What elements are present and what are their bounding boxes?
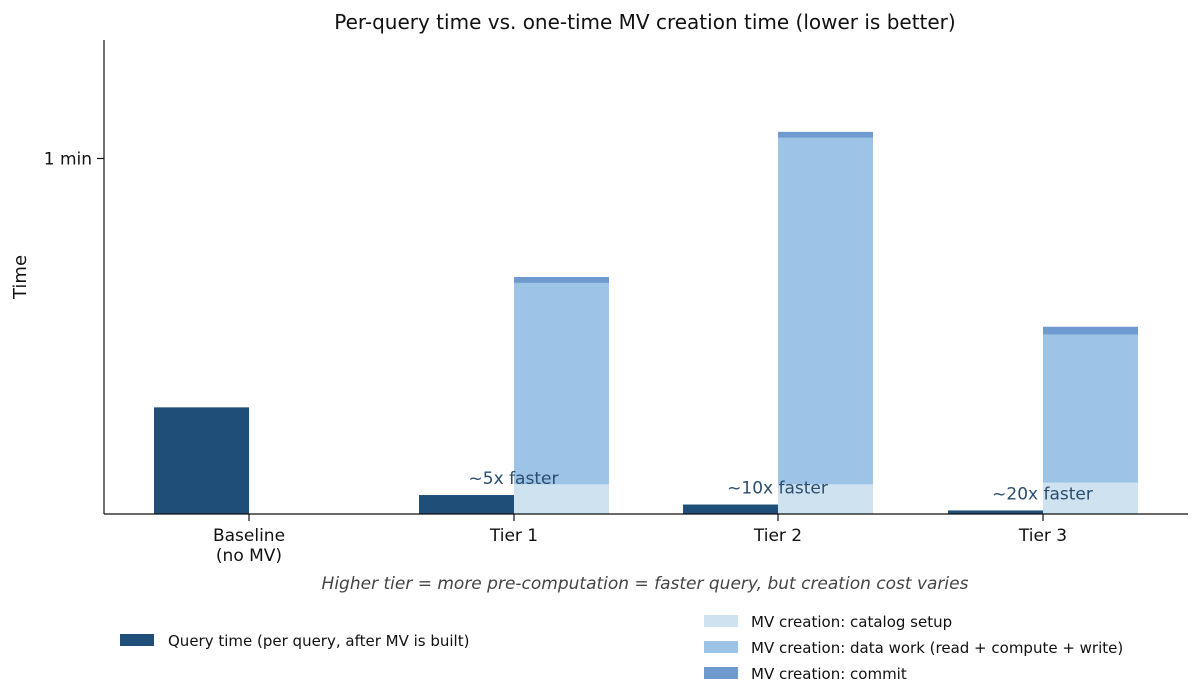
legend-label-creation-2: MV creation: commit <box>751 665 907 683</box>
legend-swatch-creation-2 <box>704 667 738 679</box>
speedup-annotation: ~5x faster <box>469 469 559 489</box>
y-ticks: 1 min <box>44 150 104 170</box>
speedup-annotation: ~20x faster <box>992 484 1093 504</box>
y-tick-label: 1 min <box>44 150 92 170</box>
legend-label-query: Query time (per query, after MV is built… <box>168 632 469 650</box>
x-tick-label: Tier 1 <box>489 526 538 546</box>
bar-mv-creation-segment-1 <box>1043 334 1138 483</box>
y-axis-label: Time <box>10 255 31 300</box>
bar-mv-creation-segment-1 <box>514 282 609 485</box>
bars-layer <box>154 131 1138 514</box>
bar-mv-creation-segment-1 <box>778 137 873 485</box>
bar-mv-creation-segment-0 <box>1043 482 1138 514</box>
legend-label-creation-1: MV creation: data work (read + compute +… <box>751 639 1123 657</box>
x-ticks: Baseline (no MV) Tier 1 Tier 2 Tier 3 <box>213 514 1067 566</box>
bar-query-time <box>948 510 1043 514</box>
chart-title: Per-query time vs. one-time MV creation … <box>334 10 955 34</box>
bar-mv-creation-segment-0 <box>778 484 873 514</box>
bar-mv-creation-segment-2 <box>778 131 873 138</box>
speedup-annotation: ~10x faster <box>727 479 828 499</box>
x-tick-label: Tier 3 <box>1018 526 1067 546</box>
x-tick-label: Tier 2 <box>753 526 802 546</box>
bar-mv-creation-segment-2 <box>514 277 609 283</box>
annotations-layer: ~5x faster ~10x faster ~20x faster <box>469 469 1093 504</box>
legend: Query time (per query, after MV is built… <box>120 613 1123 683</box>
chart-note: Higher tier = more pre-computation = fas… <box>322 574 969 594</box>
legend-swatch-creation-1 <box>704 641 738 653</box>
bar-query-time <box>154 407 249 514</box>
bar-mv-creation-segment-0 <box>514 484 609 514</box>
bar-query-time <box>683 504 778 514</box>
bar-query-time <box>419 495 514 514</box>
bar-mv-creation-segment-2 <box>1043 326 1138 335</box>
x-tick-label: Baseline (no MV) <box>213 526 285 566</box>
legend-swatch-creation-0 <box>704 615 738 627</box>
legend-swatch-query <box>120 634 154 646</box>
legend-label-creation-0: MV creation: catalog setup <box>751 613 952 631</box>
